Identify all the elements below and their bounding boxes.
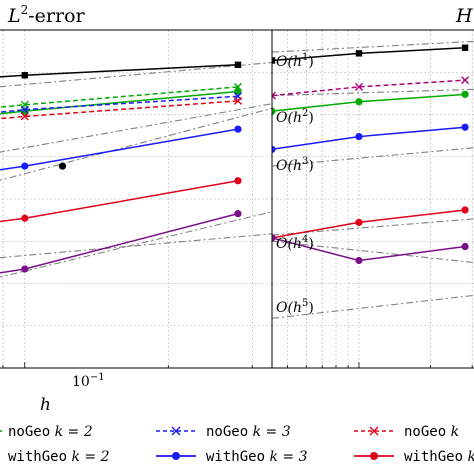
x-axis-label: h [40, 395, 51, 415]
data-point [20, 105, 29, 114]
axes-frame-right [271, 29, 474, 369]
data-point [272, 145, 276, 153]
data-point [461, 206, 469, 214]
series-right [272, 44, 470, 265]
rate-label-1: O(h1) [276, 52, 314, 70]
reference-line [0, 233, 272, 259]
series-line [272, 79, 466, 97]
data-point [354, 82, 363, 91]
data-point [234, 125, 242, 133]
data-point [233, 96, 242, 105]
rate-label-4: O(h4) [276, 234, 314, 252]
reference-line [272, 240, 474, 264]
reference-line [0, 107, 272, 181]
legend-label: noGeo k = 3 [206, 424, 291, 440]
data-point [355, 256, 363, 265]
legend-swatch-marker-dot [370, 452, 378, 460]
data-point [234, 177, 242, 185]
data-point [355, 50, 363, 57]
data-point [20, 112, 29, 121]
data-point [461, 90, 469, 98]
reference-lines-left [0, 61, 272, 278]
data-point [355, 132, 363, 141]
data-point [234, 210, 242, 218]
data-point [21, 72, 28, 79]
data-point [461, 44, 469, 51]
rate-label-5: O(h5) [276, 298, 314, 316]
reference-line [272, 88, 474, 97]
reference-line [272, 294, 474, 319]
series-line [0, 128, 239, 171]
data-point [355, 218, 363, 226]
legend-label: withGeo k [404, 449, 474, 465]
rate-labels: O(h1) O(h2) O(h3) O(h4) O(h5) [276, 52, 314, 316]
legend-label: withGeo k = 3 [206, 449, 308, 465]
x-tick-label: 10−1 [72, 372, 105, 390]
data-point [355, 98, 363, 106]
legend-label: noGeo k = 2 [8, 424, 93, 440]
panel-title-right: H [455, 5, 473, 27]
data-point [461, 76, 470, 85]
grid-right [272, 30, 474, 368]
data-point [272, 57, 276, 64]
series-line [0, 95, 239, 113]
legend-entry: noGeo k = 3 [156, 424, 291, 440]
data-point [21, 162, 29, 170]
panel-title-left: L2-error [7, 3, 86, 27]
rate-label-2: O(h2) [276, 108, 314, 126]
rate-label-3: O(h3) [276, 156, 314, 174]
data-point [272, 91, 276, 100]
series-line [0, 90, 239, 115]
reference-line [272, 40, 474, 53]
series-line [0, 180, 239, 223]
series-line [272, 126, 466, 151]
reference-line [0, 61, 272, 88]
data-point [461, 123, 469, 131]
h-error-panel: H O(h1) O(h2) O(h3) O(h4) O(h5) [271, 5, 474, 369]
legend-entry: withGeo k = 3 [156, 449, 308, 465]
legend-swatch-marker-dot [172, 452, 180, 460]
legend-swatch-marker-x [171, 426, 181, 436]
series-line [0, 86, 239, 109]
data-point [21, 265, 29, 273]
legend-entry: noGeo k = 2 [0, 424, 93, 440]
l2-error-panel: L2-error 10−1 h [0, 3, 273, 415]
data-point [234, 61, 242, 69]
legend-entry: noGeo k [354, 424, 459, 440]
reference-line [272, 147, 474, 167]
legend: noGeo k = 2 noGeo k = 3 noGeo k withGeo … [0, 424, 474, 465]
legend-label: noGeo k [404, 424, 459, 440]
series-line [272, 209, 466, 239]
legend-label: withGeo k = 2 [8, 449, 110, 465]
data-point [58, 162, 67, 170]
data-point [461, 242, 469, 251]
data-point [272, 107, 276, 115]
legend-swatch-marker-x [369, 426, 379, 436]
data-point [21, 214, 29, 222]
legend-entry: withGeo k = 2 [8, 449, 110, 465]
data-point [234, 87, 242, 96]
reference-lines-right [272, 40, 474, 319]
reference-line [0, 103, 272, 153]
series-left [0, 61, 242, 274]
series-line [272, 93, 466, 112]
reference-line [0, 211, 272, 278]
legend-entry: withGeo k [354, 449, 474, 465]
data-point [272, 234, 276, 242]
